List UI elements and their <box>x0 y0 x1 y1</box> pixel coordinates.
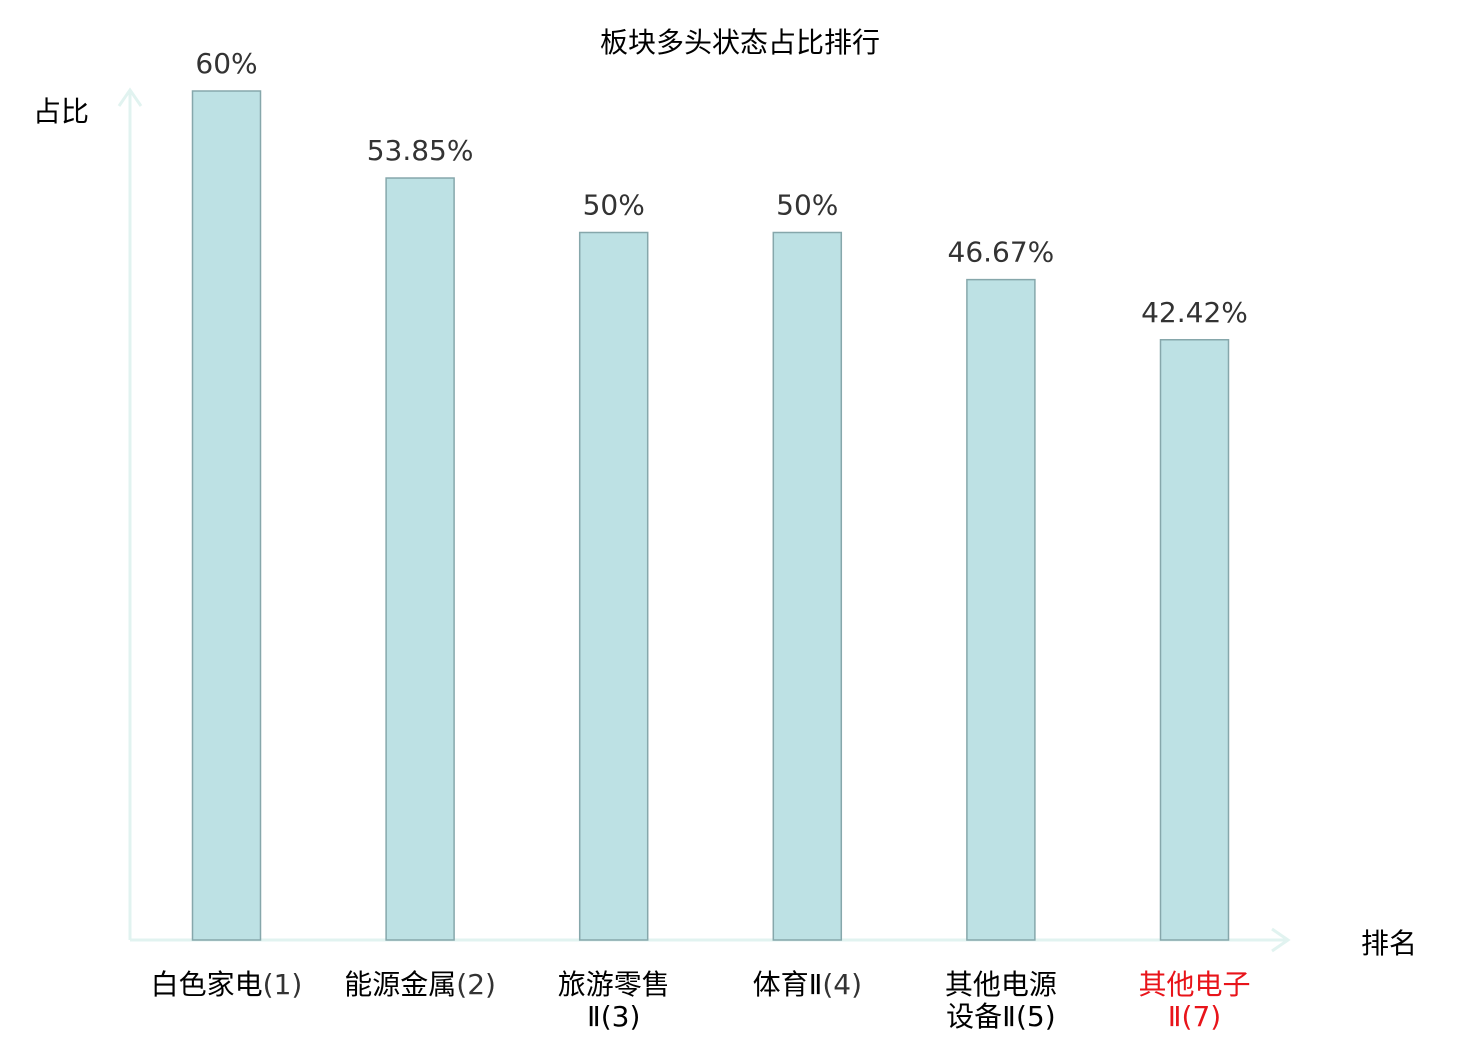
x-axis-label: 排名 <box>1361 927 1417 960</box>
category-label-4: 体育Ⅱ(4) <box>753 968 862 1001</box>
category-label-3: 旅游零售 <box>558 968 670 1001</box>
y-axis-arrow-icon <box>117 87 143 107</box>
value-label-1: 60% <box>195 47 257 80</box>
bar-5 <box>966 278 1036 941</box>
category-label-5: 其他电源 <box>945 968 1057 1001</box>
y-axis-label: 占比 <box>33 95 89 128</box>
bar-3 <box>578 231 649 941</box>
value-label-3: 50% <box>583 189 645 222</box>
value-labels-group: 60% 53.85% 50% 50% 46.67% 42.42% <box>195 47 1248 329</box>
value-label-2: 53.85% <box>367 134 474 167</box>
value-label-5: 46.67% <box>948 236 1055 269</box>
bar-1 <box>191 90 262 941</box>
value-label-6: 42.42% <box>1141 296 1248 329</box>
bars-group <box>191 90 1230 941</box>
category-label-line2-3: Ⅱ(3) <box>587 1000 640 1033</box>
category-label-line2-5: 设备Ⅱ(5) <box>946 1000 1055 1033</box>
category-label-2: 能源金属(2) <box>344 968 496 1001</box>
value-label-4: 50% <box>776 189 838 222</box>
bar-4 <box>772 231 843 941</box>
bar-6 <box>1159 339 1230 941</box>
category-label-line2-6: Ⅱ(7) <box>1168 1000 1221 1033</box>
bar-2 <box>385 177 455 941</box>
chart-title: 板块多头状态占比排行 <box>600 26 880 59</box>
axes <box>117 87 1291 953</box>
category-label-6: 其他电子 <box>1138 968 1250 1001</box>
category-label-1: 白色家电(1) <box>151 968 303 1001</box>
x-axis-arrow-icon <box>1271 927 1291 953</box>
